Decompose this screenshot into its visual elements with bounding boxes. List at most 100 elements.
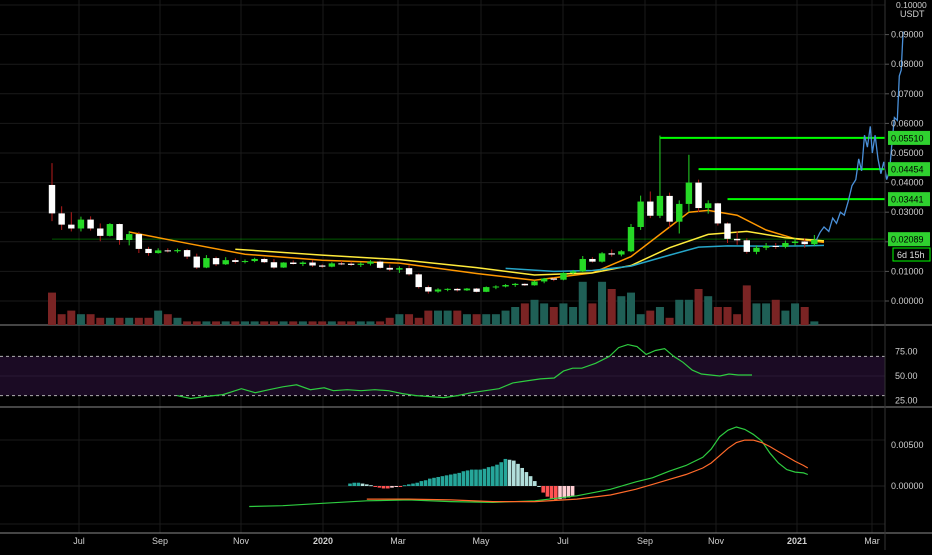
- macd-histogram-bar: [428, 478, 432, 486]
- volume-bar: [86, 314, 95, 325]
- volume-bar: [241, 321, 249, 325]
- volume-bar: [250, 321, 259, 325]
- price-tick-label: 0.09000: [891, 30, 924, 40]
- candle-body: [676, 203, 683, 222]
- macd-histogram-bar: [537, 486, 541, 487]
- volume-bar: [96, 317, 105, 325]
- rsi-line: [176, 343, 752, 400]
- candle-body: [811, 240, 818, 245]
- candle-body: [579, 258, 586, 272]
- macd-histogram-bar: [524, 472, 529, 486]
- macd-histogram-bar: [369, 485, 373, 487]
- macd-histogram-bar: [545, 486, 550, 497]
- macd-histogram-bar: [398, 486, 403, 487]
- candle-body: [540, 278, 548, 282]
- price-label-text: 0.02089: [891, 235, 924, 245]
- candle-body: [222, 260, 229, 265]
- macd-indicator: [0, 426, 885, 508]
- volume-bars: [48, 281, 819, 325]
- price-tick-label: 0.10000: [896, 0, 927, 10]
- volume-bar: [212, 321, 221, 325]
- candle-body: [212, 258, 220, 265]
- candle-body: [154, 250, 162, 254]
- volume-bar: [520, 303, 529, 325]
- candle-body: [396, 268, 403, 270]
- rsi-tick-label: 50.00: [895, 371, 918, 381]
- macd-histogram-bar: [549, 486, 554, 500]
- price-tick-label: 0.03000: [891, 207, 924, 217]
- candle-body: [627, 227, 635, 252]
- macd-histogram-bar: [402, 485, 407, 487]
- candle-body: [791, 241, 799, 243]
- volume-bar: [125, 317, 134, 325]
- volume-bar: [704, 296, 713, 325]
- candle-body: [743, 240, 750, 252]
- time-tick-label: Jul: [73, 536, 85, 546]
- macd-histogram-bar: [541, 486, 545, 493]
- volume-bar: [569, 307, 578, 325]
- volume-bar: [308, 321, 317, 325]
- candle-body: [550, 278, 557, 280]
- volume-bar: [791, 303, 800, 325]
- price-axis[interactable]: USDT 0.10000 0.09000 0.08000 0.07000 0.06000…: [884, 0, 927, 550]
- volume-bar: [366, 321, 375, 325]
- candle-body: [425, 287, 432, 292]
- candle-body: [309, 262, 316, 266]
- macd-histogram-bar: [478, 469, 482, 486]
- price-label-box: [888, 192, 930, 207]
- volume-bar: [67, 310, 76, 325]
- macd-histogram-bar: [415, 482, 419, 486]
- volume-bar: [385, 317, 394, 325]
- candle-body: [203, 258, 210, 268]
- candle-body: [685, 182, 693, 204]
- macd-histogram-bar: [554, 486, 558, 500]
- candle-body: [405, 268, 413, 275]
- volume-bar: [810, 321, 819, 325]
- candle-body: [58, 213, 65, 225]
- price-tick-label: 0.01000: [891, 266, 924, 276]
- time-tick-label: 2020: [313, 536, 333, 546]
- volume-bar: [453, 310, 462, 325]
- price-label-text: 0.04454: [891, 165, 924, 175]
- volume-bar: [694, 289, 703, 325]
- volume-bar: [48, 292, 56, 325]
- candle-body: [87, 219, 94, 229]
- macd-histogram-bar: [348, 483, 352, 486]
- rsi-tick-label: 25.00: [895, 396, 918, 406]
- macd-histogram-bar: [407, 484, 411, 486]
- candle-body: [637, 201, 644, 227]
- volume-bar: [549, 307, 558, 325]
- macd-histogram-bar: [386, 486, 390, 489]
- macd-histogram-bar: [419, 481, 424, 486]
- candle-body: [483, 287, 490, 292]
- macd-histogram-bar: [491, 466, 495, 486]
- candle-body: [328, 263, 336, 267]
- time-tick-label: Mar: [390, 536, 406, 546]
- volume-bar: [540, 303, 549, 325]
- volume-bar: [588, 303, 597, 325]
- volume-bar: [781, 310, 790, 325]
- volume-bar: [472, 314, 481, 325]
- macd-axis: 0.00500 0.00000: [891, 440, 924, 491]
- macd-histogram-bar: [453, 473, 457, 486]
- macd-tick-label: 0.00000: [891, 481, 924, 491]
- time-axis: Jul Sep Nov 2020 Mar May Jul Sep Nov 2021 Mar: [73, 536, 880, 546]
- volume-bar: [356, 321, 365, 325]
- rsi-band: [0, 355, 885, 397]
- candle-body: [97, 228, 104, 236]
- volume-bar: [221, 321, 230, 325]
- macd-histogram-bar: [495, 464, 499, 486]
- candle-body: [241, 261, 249, 263]
- volume-bar: [733, 314, 742, 325]
- time-tick-label: Mar: [864, 536, 880, 546]
- volume-bar: [578, 281, 587, 325]
- volume-bar: [742, 285, 751, 325]
- macd-histogram-bar: [360, 483, 365, 486]
- macd-histogram-bar: [449, 474, 453, 486]
- volume-bar: [347, 321, 356, 325]
- macd-histogram-bar: [411, 483, 415, 486]
- candle-body: [762, 245, 770, 248]
- candle-body: [116, 224, 123, 241]
- macd-histogram-bar: [486, 467, 491, 486]
